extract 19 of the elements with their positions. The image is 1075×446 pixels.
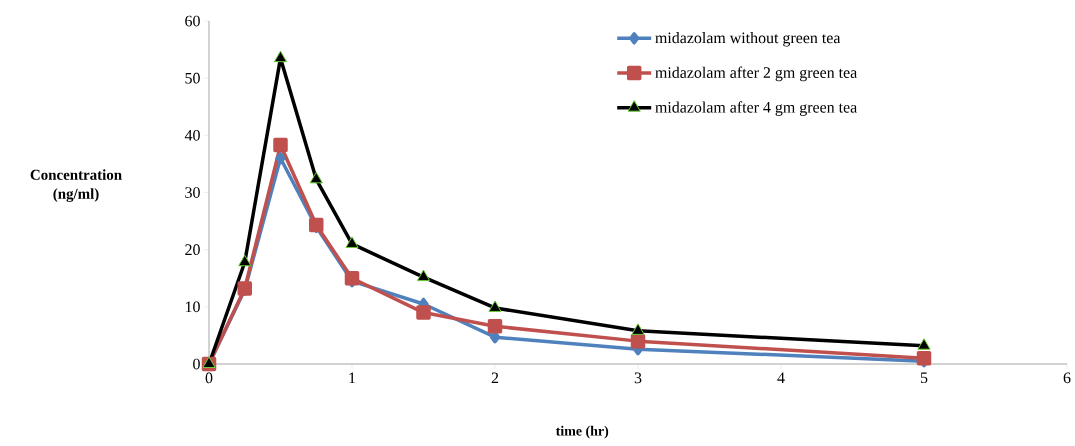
- y-tick-label: 10: [185, 301, 200, 313]
- legend-label: midazolam without green tea: [655, 32, 841, 47]
- x-tick-label: 0: [205, 372, 213, 384]
- y-axis-title: Concentration (ng/ml): [30, 169, 122, 202]
- y-tick-label: 20: [185, 244, 200, 256]
- x-tick-label: 6: [1063, 372, 1071, 384]
- legend-label: midazolam after 2 gm green tea: [655, 66, 858, 82]
- x-tick-label: 1: [349, 372, 356, 384]
- x-axis-title: time (hr): [555, 425, 609, 439]
- x-tick-label: 4: [777, 372, 785, 384]
- y-tick-label: 40: [184, 129, 200, 141]
- y-tick-label: 60: [185, 15, 200, 27]
- x-tick-label: 2: [491, 372, 499, 384]
- y-tick-label: 50: [185, 72, 200, 84]
- y-tick-label: 30: [185, 187, 200, 198]
- y-tick-label: 0: [193, 358, 200, 370]
- x-tick-label: 5: [920, 372, 928, 384]
- legend-label: midazolam after 4 gm green tea: [655, 101, 858, 116]
- x-tick-label: 3: [634, 372, 642, 384]
